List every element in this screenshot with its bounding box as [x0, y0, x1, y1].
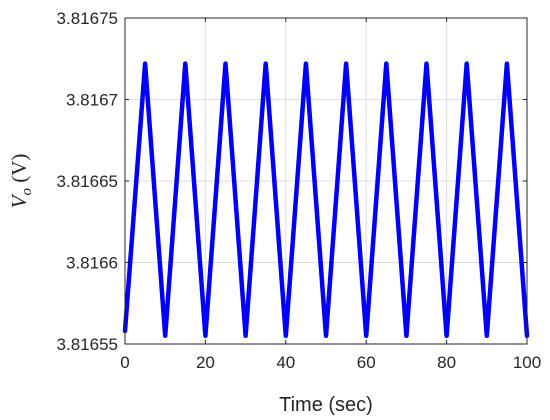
y-axis-ticks: 3.81655 3.8166 3.81665 3.8167 3.81675 — [57, 9, 527, 354]
series-group — [122, 61, 530, 339]
y-tick-label: 3.8167 — [66, 91, 118, 110]
y-tick-label: 3.81675 — [57, 9, 118, 28]
y-tick-label: 3.8166 — [66, 254, 118, 273]
x-tick-label: 40 — [276, 353, 295, 372]
y-axis-label-sub: o — [19, 188, 35, 196]
y-axis-label-unit: (V) — [7, 154, 31, 188]
x-tick-label: 0 — [120, 353, 129, 372]
x-axis-label: Time (sec) — [279, 394, 373, 416]
y-axis-label: Vo (V) — [7, 154, 35, 209]
y-tick-label: 3.81665 — [57, 172, 118, 191]
y-axis-label-main: V — [7, 193, 31, 208]
x-tick-label: 100 — [513, 353, 541, 372]
x-tick-label: 20 — [196, 353, 215, 372]
x-tick-label: 80 — [437, 353, 456, 372]
y-tick-label: 3.81655 — [57, 335, 118, 354]
x-axis-ticks: 0 20 40 60 80 100 — [120, 18, 541, 372]
series-line — [122, 61, 530, 339]
x-tick-label: 60 — [357, 353, 376, 372]
